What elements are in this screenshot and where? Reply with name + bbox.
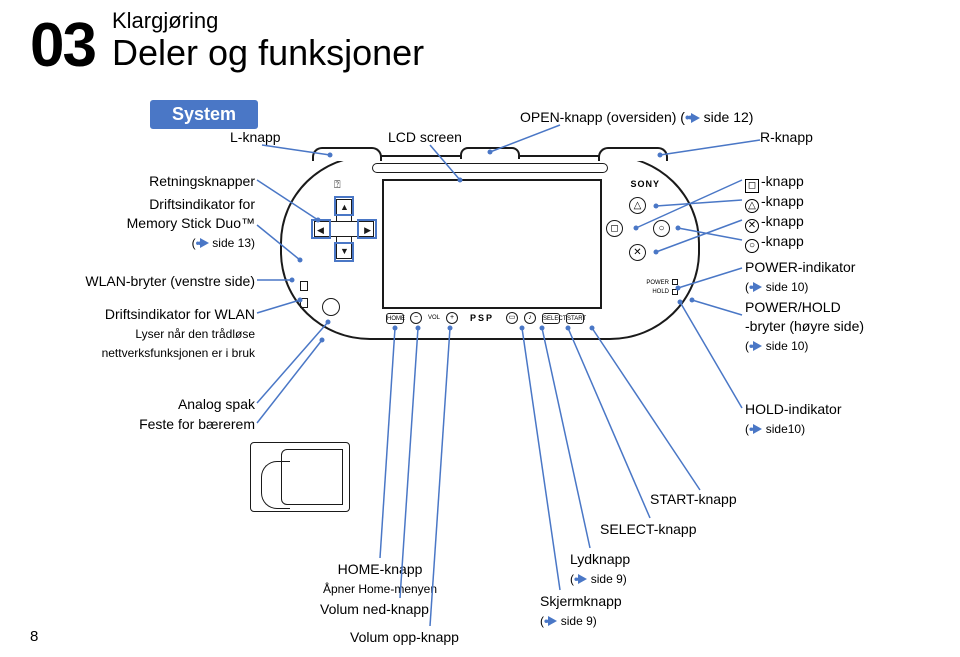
vol-down: −	[410, 312, 422, 324]
label-open-ref: side 12)	[700, 109, 754, 125]
label-select: SELECT-knapp	[600, 520, 697, 539]
dpad: ▲▼ ◀▶	[314, 199, 374, 259]
label-home: HOME-knapp Åpner Home-menyen	[300, 560, 460, 598]
face-buttons: △ ◻ ○ ✕	[606, 197, 670, 261]
lcd-screen	[382, 179, 602, 309]
label-lcd: LCD screen	[388, 128, 462, 147]
chapter-number: 03	[30, 10, 95, 81]
chapter-subtitle: Klargjøring	[112, 8, 218, 34]
label-sound-title: Lydknapp	[570, 551, 630, 567]
label-home-title: HOME-knapp	[338, 561, 423, 577]
triangle-button: △	[629, 197, 646, 214]
page-number: 8	[30, 628, 38, 645]
label-strap: Feste for bærerem	[30, 415, 255, 434]
label-volup: Volum opp-knapp	[350, 628, 459, 647]
label-r-button: R-knapp	[760, 128, 813, 147]
bottom-button-row: HOME − VOL + PSP ▭ ♪ SELECT START	[386, 312, 584, 324]
label-powerhold: POWER/HOLD -bryter (høyre side) (•• side…	[745, 298, 864, 355]
label-dpad: Retningsknapper	[30, 172, 255, 191]
label-screenbtn-title: Skjermknapp	[540, 593, 622, 609]
label-cross: ✕-knapp	[745, 212, 804, 233]
label-hold-title: HOLD-indikator	[745, 401, 841, 417]
label-power-title: POWER-indikator	[745, 259, 855, 275]
label-circle: ○-knapp	[745, 232, 804, 253]
circle-button: ○	[653, 220, 670, 237]
label-powerhold-ref: side 10)	[762, 339, 808, 353]
circle-icon: ○	[745, 239, 759, 253]
sony-logo: SONY	[630, 179, 660, 189]
label-square: ◻-knapp	[745, 172, 804, 193]
label-power-led: POWER-indikator (•• side 10)	[745, 258, 855, 296]
r-shoulder	[598, 147, 668, 161]
sound-button: ♪	[524, 312, 536, 324]
l-shoulder	[312, 147, 382, 161]
start-button: START	[566, 313, 584, 324]
chapter-title: Deler og funksjoner	[112, 32, 424, 74]
label-open: OPEN-knapp (oversiden) (•• side 12)	[520, 108, 753, 127]
vol-up: +	[446, 312, 458, 324]
analog-nub	[322, 298, 340, 316]
label-powerhold-title: POWER/HOLD	[745, 299, 841, 315]
play-icon	[691, 113, 700, 123]
system-pill: System	[150, 100, 258, 129]
home-button: HOME	[386, 313, 404, 324]
label-ms-ref: side 13)	[209, 236, 255, 250]
label-start: START-knapp	[650, 490, 737, 509]
top-strip	[372, 163, 608, 173]
label-ms-title: Driftsindikator for Memory Stick Duo™	[127, 196, 255, 231]
cross-icon: ✕	[745, 219, 759, 233]
label-wlan-led: Driftsindikator for WLAN Lyser når den t…	[30, 305, 255, 362]
strap-inset	[250, 442, 350, 512]
label-wlan-title: Driftsindikator for WLAN	[105, 306, 255, 322]
label-wlan-sub: Lyser når den trådløse nettverksfunksjon…	[102, 327, 255, 360]
label-home-sub: Åpner Home-menyen	[323, 582, 437, 596]
square-icon: ◻	[745, 179, 759, 193]
label-l-button: L-knapp	[230, 128, 281, 147]
label-power-ref: side 10)	[762, 280, 808, 294]
wlan-led	[300, 298, 308, 308]
select-button: SELECT	[542, 313, 560, 324]
label-hold-led: HOLD-indikator (•• side10)	[745, 400, 841, 438]
ps-logo-icon: ⍰	[334, 179, 341, 192]
power-hold-block: POWER HOLD	[646, 279, 678, 298]
psp-logo: PSP	[470, 313, 494, 323]
screen-button: ▭	[506, 312, 518, 324]
label-ms-led: Driftsindikator for Memory Stick Duo™ (•…	[30, 195, 255, 252]
psp-device: ⍰ SONY ▲▼ ◀▶ △ ◻ ○ ✕ HOME − VOL + PSP ▭ …	[280, 155, 700, 340]
label-voldown: Volum ned-knapp	[320, 600, 429, 619]
label-screenbtn-ref: side 9)	[557, 614, 596, 628]
label-open-text: OPEN-knapp (oversiden) (	[520, 109, 685, 125]
open-button	[460, 147, 520, 159]
label-screen-btn: Skjermknapp (•• side 9)	[540, 592, 622, 630]
label-sound: Lydknapp (•• side 9)	[570, 550, 630, 588]
label-sound-ref: side 9)	[587, 572, 626, 586]
label-analog: Analog spak	[30, 395, 255, 414]
square-button: ◻	[606, 220, 623, 237]
vol-label: VOL	[428, 315, 440, 321]
label-wlan-switch: WLAN-bryter (venstre side)	[30, 272, 255, 291]
ms-led	[300, 281, 308, 291]
label-powerhold-sub: -bryter (høyre side)	[745, 318, 864, 334]
cross-button: ✕	[629, 244, 646, 261]
label-hold-ref: side10)	[762, 422, 805, 436]
label-triangle: △-knapp	[745, 192, 804, 213]
triangle-icon: △	[745, 199, 759, 213]
